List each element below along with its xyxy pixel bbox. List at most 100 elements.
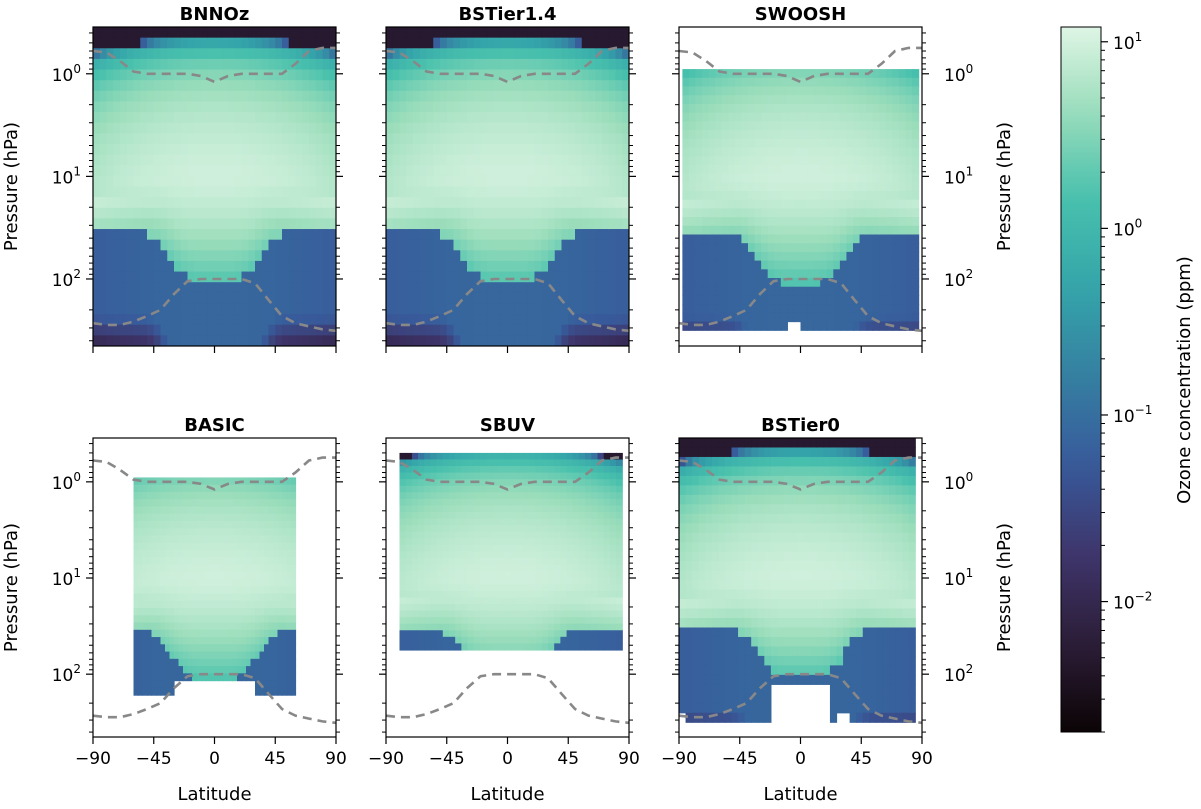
heatmap-cell: [813, 278, 821, 288]
heatmap-cell: [418, 643, 425, 651]
heatmap-cell: [748, 95, 756, 105]
heatmap-cell: [405, 485, 413, 493]
heatmap-cell: [241, 218, 249, 230]
heatmap-cell: [151, 564, 157, 573]
heatmap-cell: [315, 314, 324, 326]
heatmap-cell: [275, 80, 283, 92]
heatmap-cell: [178, 550, 184, 558]
heatmap-cell: [140, 207, 148, 219]
heatmap-cell: [846, 260, 854, 270]
heatmap-cell: [133, 101, 141, 113]
heatmap-cell: [473, 610, 481, 618]
heatmap-cell: [905, 208, 913, 218]
heatmap-cell: [234, 271, 243, 283]
heatmap-cell: [436, 525, 444, 533]
heatmap-cell: [201, 615, 207, 624]
heatmap-cell: [207, 48, 216, 60]
heatmap-cell: [165, 586, 171, 595]
heatmap-cell: [449, 558, 456, 566]
heatmap-cell: [433, 260, 441, 273]
heatmap-cell: [241, 37, 249, 49]
heatmap-cell: [151, 666, 157, 674]
heatmap-cell: [780, 295, 788, 305]
heatmap-cell: [453, 58, 461, 71]
heatmap-cell: [196, 579, 202, 587]
heatmap-cell: [595, 154, 603, 166]
heatmap-cell: [541, 27, 549, 39]
heatmap-cell: [250, 673, 256, 682]
heatmap-cell: [608, 37, 617, 49]
heatmap-cell: [151, 499, 157, 508]
heatmap-cell: [386, 80, 394, 92]
heatmap-cell: [455, 485, 462, 493]
heatmap-cell: [424, 492, 432, 500]
heatmap-cell: [329, 282, 336, 294]
heatmap-cell: [275, 186, 283, 198]
heatmap-cell: [879, 295, 887, 305]
heatmap-cell: [554, 122, 563, 134]
heatmap-cell: [237, 608, 243, 616]
heatmap-cell: [288, 324, 297, 336]
heatmap-cell: [500, 80, 509, 92]
heatmap-cell: [302, 186, 310, 198]
heatmap-cell: [277, 658, 283, 667]
heatmap-cell: [622, 80, 629, 92]
heatmap-cell: [282, 80, 290, 92]
heatmap-cell: [165, 550, 171, 558]
heatmap-cell: [721, 86, 729, 96]
heatmap-cell: [214, 271, 222, 283]
heatmap-cell: [399, 218, 407, 230]
heatmap-cell: [734, 234, 743, 244]
heatmap-cell: [548, 207, 556, 219]
heatmap-cell: [682, 112, 690, 122]
heatmap-cell: [715, 269, 723, 279]
heatmap-cell: [237, 484, 243, 493]
heatmap-cell: [259, 600, 265, 609]
heatmap-cell: [761, 243, 769, 253]
heatmap-cell: [467, 271, 475, 283]
heatmap-cell: [315, 260, 324, 273]
heatmap-cell: [695, 304, 703, 314]
heatmap-cell: [147, 207, 155, 219]
heatmap-cell: [480, 218, 488, 230]
heatmap-cell: [302, 101, 310, 113]
heatmap-cell: [473, 492, 481, 500]
heatmap-cell: [853, 260, 861, 270]
heatmap-cell: [568, 48, 576, 60]
heatmap-cell: [286, 542, 292, 551]
heatmap-cell: [460, 122, 468, 134]
heatmap-cell: [588, 165, 596, 177]
heatmap-cell: [282, 644, 288, 653]
heatmap-cell: [250, 550, 256, 558]
heatmap-cell: [453, 80, 461, 92]
heatmap-cell: [859, 173, 867, 183]
heatmap-cell: [615, 143, 623, 156]
heatmap-cell: [521, 197, 529, 209]
heatmap-cell: [521, 122, 529, 134]
heatmap-cell: [548, 250, 556, 262]
heatmap-cell: [793, 69, 802, 79]
heatmap-cell: [479, 564, 487, 572]
heatmap-cell: [892, 312, 900, 323]
heatmap-cell: [446, 229, 455, 241]
heatmap-cell: [767, 156, 775, 166]
heatmap-cell: [392, 154, 401, 166]
heatmap-cell: [905, 304, 913, 314]
heatmap-cell: [419, 80, 428, 92]
heatmap-cell: [234, 292, 243, 305]
heatmap-cell: [793, 295, 802, 305]
heatmap-cell: [473, 229, 482, 241]
heatmap-cell: [228, 644, 234, 653]
heatmap-cell: [133, 122, 141, 134]
heatmap-cell: [885, 225, 893, 236]
heatmap-cell: [165, 542, 171, 551]
heatmap-cell: [602, 122, 610, 134]
heatmap-cell: [194, 112, 202, 124]
heatmap-cell: [839, 251, 848, 262]
heatmap-cell: [554, 324, 563, 336]
heatmap-cell: [113, 186, 121, 198]
heatmap-cell: [413, 48, 421, 60]
heatmap-cell: [442, 564, 450, 572]
heatmap-cell: [813, 304, 821, 314]
heatmap-cell: [138, 608, 144, 616]
